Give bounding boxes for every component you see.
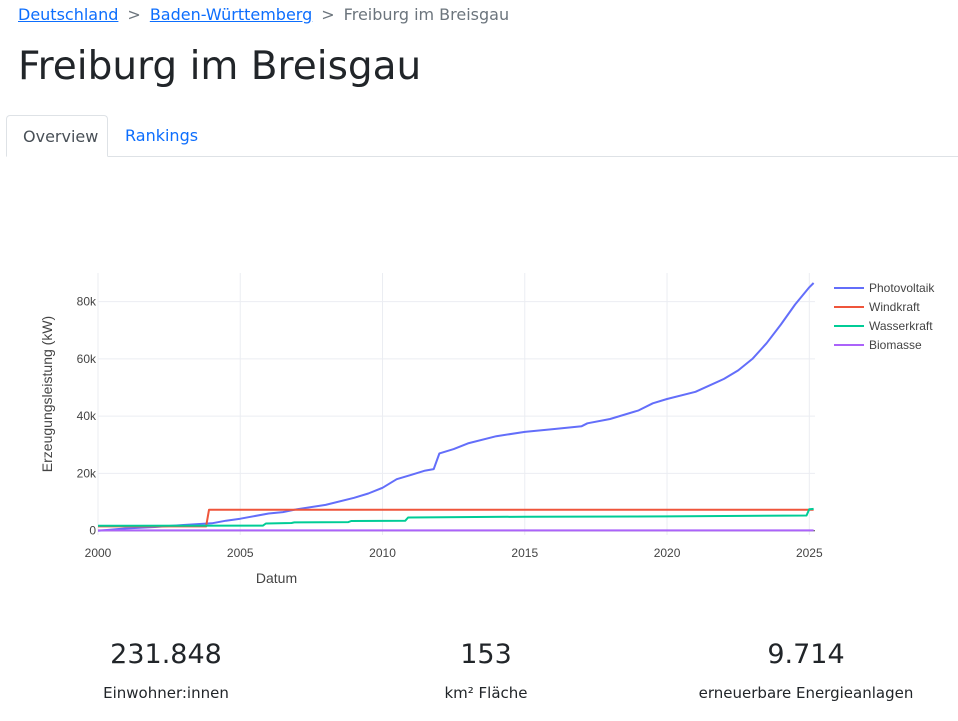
page-title: Freiburg im Breisgau <box>18 44 422 89</box>
y-axis-title: Erzeugungsleistung (kW) <box>39 316 55 472</box>
x-tick-label: 2005 <box>227 546 254 560</box>
x-tick-label: 2015 <box>511 546 538 560</box>
y-tick-label: 60k <box>77 352 97 366</box>
breadcrumb-current: Freiburg im Breisgau <box>343 5 510 24</box>
stat-area: 153 km² Fläche <box>336 638 636 703</box>
stat-population-label: Einwohner:innen <box>103 684 229 702</box>
stat-plants: 9.714 erneuerbare Energieanlagen <box>656 638 956 703</box>
legend-label-biomasse: Biomasse <box>869 338 922 352</box>
breadcrumb-link-state[interactable]: Baden-Württemberg <box>149 5 313 24</box>
y-tick-label: 20k <box>77 466 97 480</box>
x-tick-label: 2000 <box>85 546 112 560</box>
breadcrumb-separator: > <box>127 5 141 24</box>
tab-rankings[interactable]: Rankings <box>125 126 199 145</box>
stat-plants-value: 9.714 <box>767 639 845 670</box>
capacity-line-chart: 2000 2005 2010 2015 2020 2025 0 20k 40k 60k 80k Dat… <box>39 273 935 586</box>
series-line-wasserkraft <box>97 507 814 527</box>
stats-row: 231.848 Einwohner:innen 153 km² Fläche 9… <box>0 638 958 718</box>
tab-overview[interactable]: Overview <box>6 115 108 157</box>
y-tick-label: 80k <box>77 295 97 309</box>
breadcrumb-separator: > <box>321 5 335 24</box>
stat-population: 231.848 Einwohner:innen <box>16 638 316 703</box>
stat-plants-label: erneuerbare Energieanlagen <box>698 684 914 702</box>
stat-area-value: 153 <box>460 639 512 670</box>
breadcrumb-link-country[interactable]: Deutschland <box>18 5 119 24</box>
legend-label-windkraft: Windkraft <box>869 300 920 314</box>
stat-population-value: 231.848 <box>110 639 222 670</box>
x-axis-title: Datum <box>256 570 297 586</box>
x-tick-label: 2020 <box>654 546 681 560</box>
series-line-photovoltaik <box>97 282 815 532</box>
breadcrumb: Deutschland > Baden-Württemberg > Freibu… <box>18 5 509 24</box>
x-tick-label: 2010 <box>369 546 396 560</box>
stat-area-label: km² Fläche <box>444 684 528 702</box>
x-tick-label: 2025 <box>796 546 823 560</box>
legend-label-photovoltaik: Photovoltaik <box>869 281 935 295</box>
tab-bar: Overview Rankings <box>6 115 958 157</box>
y-tick-label: 40k <box>77 409 97 423</box>
legend-label-wasserkraft: Wasserkraft <box>869 319 933 333</box>
y-tick-label: 0 <box>89 524 96 538</box>
